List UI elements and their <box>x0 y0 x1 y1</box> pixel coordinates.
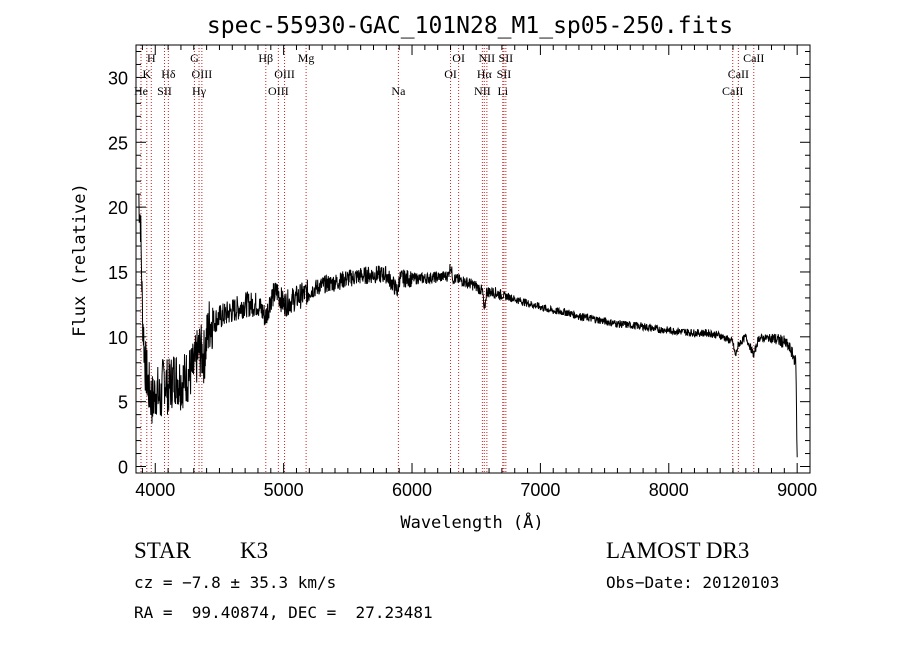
x-tick-label: 6000 <box>392 480 432 500</box>
spectral-line-label: OI <box>444 67 457 81</box>
chart-title: spec-55930-GAC_101N28_M1_sp05-250.fits <box>207 13 733 39</box>
spectral-line-label: Na <box>391 84 406 98</box>
spectral-line-label: K <box>142 67 151 81</box>
spectral-line-label: OIII <box>268 84 289 98</box>
spectral-line-label: OIII <box>192 67 213 81</box>
observation-date: Obs−Date: 20120103 <box>606 573 780 592</box>
x-tick-label: 7000 <box>520 480 560 500</box>
flux-series <box>138 194 798 458</box>
spectral-line-labels: HeKHSIIHδGHγOIIIHβOIIIOIIIMgNaOIOINIIHαN… <box>134 51 764 98</box>
object-class: STAR <box>134 538 191 563</box>
redshift-velocity: cz = −7.8 ± 35.3 km/s <box>134 573 337 592</box>
spectral-line-label: SII <box>497 67 512 81</box>
spectral-line-markers <box>140 45 755 473</box>
spectral-line-label: He <box>134 84 148 98</box>
spectral-line-label: OI <box>452 51 465 65</box>
x-tick-label: 4000 <box>135 480 175 500</box>
x-tick-label: 8000 <box>649 480 689 500</box>
spectral-line-label: G <box>190 51 199 65</box>
flux-line <box>138 194 798 458</box>
y-tick-label: 0 <box>118 458 128 478</box>
spectral-line-label: CaII <box>743 51 764 65</box>
spectral-line-label: Hδ <box>161 67 176 81</box>
spectral-line-label: SII <box>499 51 514 65</box>
x-tick-label: 9000 <box>777 480 817 500</box>
y-tick-label: 5 <box>118 393 128 413</box>
spectral-line-label: CaII <box>722 84 743 98</box>
spectral-line-label: Hα <box>477 67 493 81</box>
spectral-line-label: H <box>147 51 156 65</box>
y-tick-label: 30 <box>108 68 128 88</box>
spectral-line-label: OIII <box>274 67 295 81</box>
object-subclass: K3 <box>240 538 269 563</box>
spectral-line-label: NII <box>479 51 496 65</box>
spectral-line-label: NII <box>474 84 491 98</box>
plot-frame <box>135 44 811 474</box>
y-tick-label: 25 <box>108 133 128 153</box>
spectral-line-label: SII <box>157 84 172 98</box>
y-axis-label: Flux (relative) <box>70 183 90 337</box>
y-tick-label: 15 <box>108 263 128 283</box>
x-axis-label: Wavelength (Å) <box>400 511 543 533</box>
axes <box>135 44 811 474</box>
tick-labels: 4000 5000 6000 7000 8000 9000 0 5 10 15 20 25 30 <box>108 68 817 500</box>
spectral-line-label: Hβ <box>258 51 273 65</box>
spectral-line-label: Li <box>497 84 508 98</box>
spectral-line-label: CaII <box>728 67 749 81</box>
spectral-line-label: Mg <box>298 51 315 65</box>
survey-name: LAMOST DR3 <box>606 538 750 563</box>
sky-coordinates: RA = 99.40874, DEC = 27.23481 <box>134 603 433 622</box>
x-tick-label: 5000 <box>264 480 304 500</box>
spectral-line-label: Hγ <box>192 84 207 98</box>
y-tick-label: 10 <box>108 328 128 348</box>
y-tick-label: 20 <box>108 198 128 218</box>
